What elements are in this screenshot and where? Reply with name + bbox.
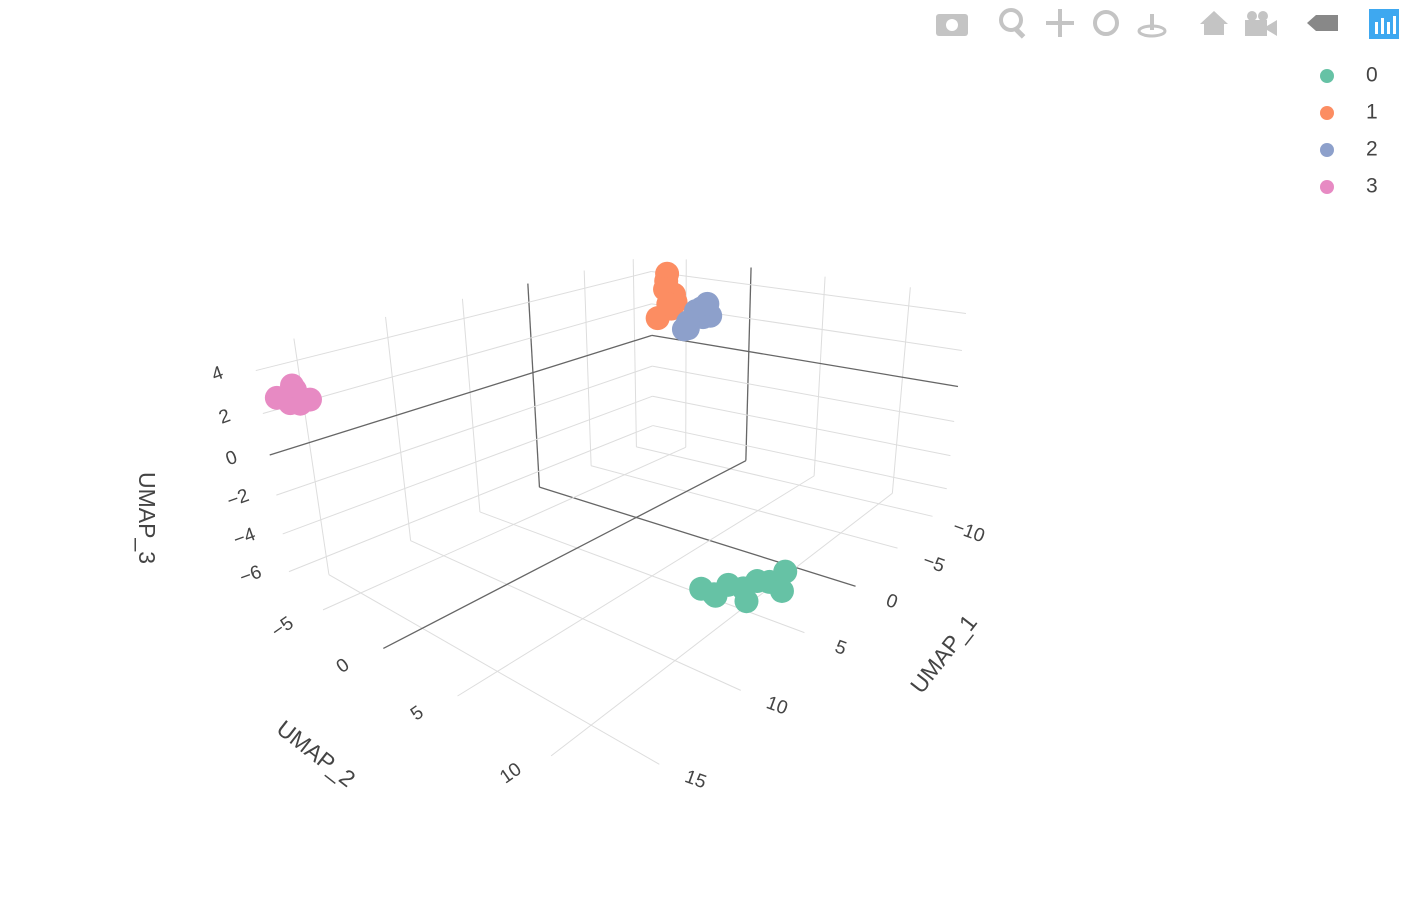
legend-marker <box>1320 143 1334 157</box>
zero-line <box>539 486 856 587</box>
orbit-icon[interactable] <box>1093 10 1119 36</box>
y-tick-label: 5 <box>407 702 428 725</box>
x-axis-title: UMAP_1 <box>905 610 982 699</box>
camera-view-icon[interactable] <box>1245 11 1277 36</box>
points <box>264 261 798 614</box>
home-icon[interactable] <box>1200 11 1228 35</box>
grid-line <box>891 287 911 494</box>
x-tick-label: 10 <box>763 692 790 719</box>
grid-line <box>583 270 592 466</box>
zoom-icon[interactable] <box>999 8 1026 39</box>
grid-line <box>322 446 686 611</box>
grid-line <box>652 365 955 423</box>
grid-line <box>288 425 654 573</box>
x-tick-label: −5 <box>920 550 948 577</box>
grid-line <box>590 465 898 549</box>
z-axis-title: UMAP_3 <box>134 472 160 564</box>
grid-line <box>328 574 660 765</box>
legend-marker <box>1320 106 1334 120</box>
grid <box>255 259 967 765</box>
point <box>703 583 728 608</box>
z-tick-label: 4 <box>209 362 227 385</box>
point <box>734 589 759 614</box>
point <box>671 317 696 342</box>
grid-line <box>632 259 637 447</box>
grid-line <box>461 298 481 512</box>
point <box>695 291 720 316</box>
point <box>769 578 794 603</box>
grid-line <box>255 271 652 372</box>
y-tick-label: −5 <box>268 613 298 643</box>
zero-line <box>269 334 653 456</box>
point <box>280 373 305 398</box>
z-tick-label: −4 <box>231 524 259 551</box>
legend-marker <box>1320 69 1334 83</box>
x-tick-label: 5 <box>832 636 849 659</box>
z-tick-label: −6 <box>237 562 265 589</box>
point <box>297 387 322 412</box>
grid-line <box>282 395 653 535</box>
x-tick-label: 0 <box>883 590 900 613</box>
plotly-logo[interactable] <box>1369 9 1399 39</box>
pan-icon[interactable] <box>1046 9 1074 37</box>
grid-line <box>652 395 951 457</box>
grid-line <box>385 316 412 541</box>
z-tick-label: −2 <box>224 485 252 512</box>
legend-label: 1 <box>1366 101 1378 124</box>
modebar <box>936 8 1399 39</box>
x-tick-label: −10 <box>950 516 987 547</box>
legend-label: 2 <box>1366 138 1378 161</box>
grid-line <box>262 303 652 414</box>
legend-label: 3 <box>1366 175 1378 198</box>
y-tick-label: 0 <box>333 654 354 677</box>
grid-line <box>293 338 330 575</box>
camera-icon[interactable] <box>936 14 968 36</box>
grid-line <box>685 259 687 448</box>
hover-icon[interactable] <box>1307 15 1338 31</box>
grid-line <box>550 492 893 757</box>
point <box>656 292 681 317</box>
x-tick-label: 15 <box>682 766 709 793</box>
zero-line <box>527 283 541 488</box>
legend: 0 1 2 3 <box>1320 64 1378 198</box>
legend-marker <box>1320 180 1334 194</box>
grid-line <box>813 276 826 476</box>
z-tick-label: 2 <box>216 405 233 428</box>
zero-line <box>383 460 747 650</box>
grid-line <box>276 365 653 496</box>
zero-line <box>651 334 959 388</box>
z-tick-label: 0 <box>223 447 240 470</box>
zero-line <box>745 267 752 461</box>
turntable-icon[interactable] <box>1137 14 1167 38</box>
y-tick-label: 10 <box>496 759 525 788</box>
y-axis-title: UMAP_2 <box>272 715 361 792</box>
grid-line <box>636 446 933 517</box>
grid-line <box>652 425 947 490</box>
grid-line <box>651 271 967 314</box>
grid-line <box>410 540 741 691</box>
grid-line <box>457 475 815 697</box>
legend-label: 0 <box>1366 64 1378 87</box>
